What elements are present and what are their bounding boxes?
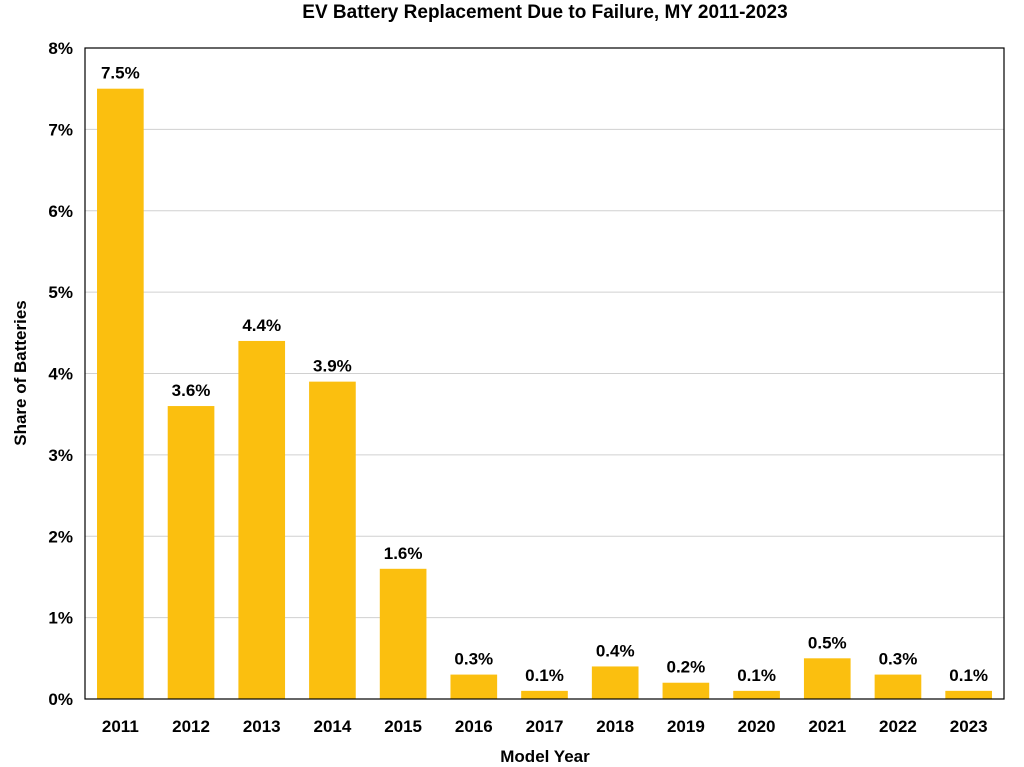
bar <box>662 682 710 699</box>
data-label: 0.3% <box>879 650 918 669</box>
bar <box>167 406 215 699</box>
y-tick-label: 5% <box>48 283 73 302</box>
bar <box>591 666 639 699</box>
y-axis-title: Share of Batteries <box>11 300 30 446</box>
bars <box>97 88 992 699</box>
x-tick-label: 2022 <box>879 717 917 736</box>
bar <box>379 568 427 699</box>
bar <box>309 381 356 699</box>
bar <box>803 658 851 699</box>
x-tick-label: 2020 <box>738 717 776 736</box>
gridlines <box>85 128 1004 619</box>
bar <box>450 674 498 699</box>
x-tick-label: 2014 <box>314 717 352 736</box>
y-tick-label: 7% <box>48 120 73 139</box>
bar <box>521 690 568 699</box>
y-tick-label: 8% <box>48 39 73 58</box>
x-tick-label: 2023 <box>950 717 988 736</box>
data-label: 0.3% <box>454 650 493 669</box>
data-label: 0.1% <box>525 666 564 685</box>
y-tick-label: 6% <box>48 202 73 221</box>
chart-title: EV Battery Replacement Due to Failure, M… <box>302 2 787 23</box>
data-label: 0.1% <box>949 666 988 685</box>
data-label: 3.9% <box>313 357 352 376</box>
x-tick-label: 2012 <box>172 717 210 736</box>
data-label: 4.4% <box>242 316 281 335</box>
bar <box>97 88 144 699</box>
bar <box>874 674 922 699</box>
data-label: 0.4% <box>596 641 635 660</box>
y-tick-label: 1% <box>48 609 73 628</box>
y-tick-label: 0% <box>48 690 73 709</box>
x-axis-title: Model Year <box>500 747 590 766</box>
y-tick-label: 4% <box>48 365 73 384</box>
x-tick-label: 2018 <box>596 717 634 736</box>
y-axis-ticks: 0% 1% 2% 3% 4% 5% 6% 7% 8% <box>48 39 73 709</box>
data-label: 7.5% <box>101 64 140 83</box>
y-tick-label: 2% <box>48 527 73 546</box>
bar <box>733 690 780 699</box>
x-axis-ticks: 2011 2012 2013 2014 2015 2016 2017 2018 2019 2020… <box>102 717 988 736</box>
x-tick-label: 2015 <box>384 717 422 736</box>
x-tick-label: 2013 <box>243 717 281 736</box>
data-labels: 7.5% 3.6% 4.4% 3.9% 1.6% 0.3% 0.1% 0.4% 0.2% 0.1%… <box>101 64 988 685</box>
x-tick-label: 2017 <box>526 717 564 736</box>
x-tick-label: 2021 <box>808 717 846 736</box>
bar <box>945 690 992 699</box>
data-label: 0.5% <box>808 633 847 652</box>
y-tick-label: 3% <box>48 446 73 465</box>
bar <box>238 340 286 699</box>
x-tick-label: 2016 <box>455 717 493 736</box>
data-label: 0.2% <box>667 658 706 677</box>
x-tick-label: 2019 <box>667 717 705 736</box>
plot-area-frame <box>84 47 1005 700</box>
data-label: 0.1% <box>737 666 776 685</box>
data-label: 3.6% <box>172 381 211 400</box>
data-label: 1.6% <box>384 544 423 563</box>
x-tick-label: 2011 <box>102 717 139 736</box>
